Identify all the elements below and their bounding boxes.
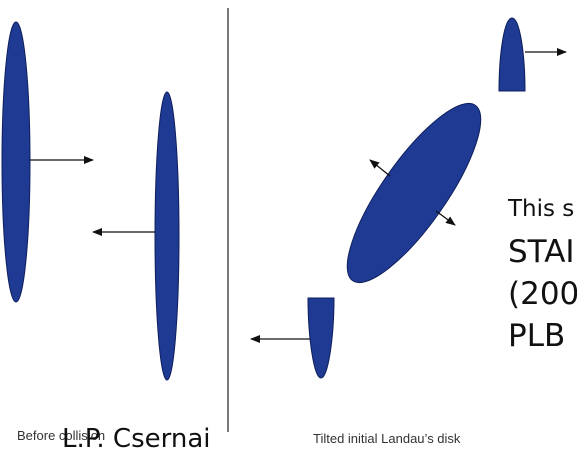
upper-spectator-fragment (498, 17, 526, 92)
nucleus-right-disk (154, 91, 180, 381)
expansion-arrow-upper (369, 159, 391, 177)
clipped-note-text: This s STAI (200 PLB (508, 187, 577, 357)
note-line-3: (200 (508, 276, 577, 312)
tilted-landau-disk (346, 102, 482, 284)
expansion-arrow-lower (435, 210, 456, 226)
note-line-1: This s (508, 196, 575, 222)
note-line-4: PLB (508, 318, 566, 354)
caption-tilted-disk: Tilted initial Landau’s disk (313, 431, 461, 446)
caption-before-collision: Before collision (17, 428, 106, 443)
nucleus-left-disk (1, 21, 31, 303)
lower-spectator-fragment (307, 297, 335, 379)
author-label: L.P. Csernai (62, 424, 211, 454)
note-line-2: STAI (508, 234, 575, 270)
